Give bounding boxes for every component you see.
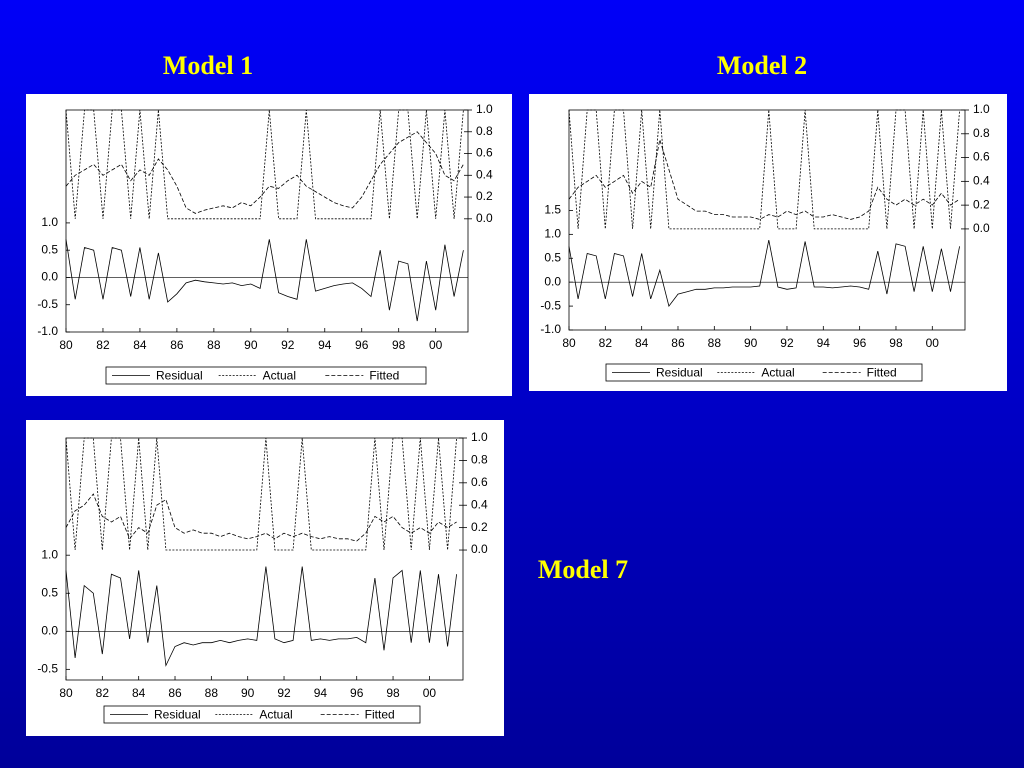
y-tick-label: 0.0 <box>41 270 58 284</box>
x-tick-label: 00 <box>429 338 443 352</box>
y-tick-label: 1.0 <box>41 547 58 561</box>
y2-tick-label: 0.6 <box>471 475 488 489</box>
series-line <box>65 566 457 667</box>
legend-label: Fitted <box>369 369 399 383</box>
legend-label: Fitted <box>867 366 897 380</box>
y-tick-label: -0.5 <box>37 662 58 676</box>
x-tick-label: 00 <box>926 336 940 350</box>
x-tick-label: 96 <box>853 336 867 350</box>
series-line <box>568 109 960 230</box>
y-tick-label: 0.0 <box>544 274 561 288</box>
x-tick-label: 86 <box>671 336 685 350</box>
legend-label: Actual <box>259 708 292 722</box>
legend-label: Residual <box>656 366 703 380</box>
x-tick-label: 82 <box>96 338 110 352</box>
legend-label: Actual <box>263 369 296 383</box>
x-tick-label: 92 <box>780 336 794 350</box>
y2-tick-label: 0.0 <box>476 211 493 225</box>
x-tick-label: 84 <box>132 686 146 700</box>
y2-tick-label: 0.0 <box>973 221 990 235</box>
x-tick-label: 88 <box>207 338 221 352</box>
series-line <box>568 139 960 220</box>
x-tick-label: 92 <box>277 686 291 700</box>
x-tick-label: 96 <box>355 338 369 352</box>
x-tick-label: 80 <box>59 338 73 352</box>
series-line <box>65 109 464 220</box>
x-tick-label: 98 <box>889 336 903 350</box>
x-tick-label: 80 <box>59 686 73 700</box>
y-tick-label: -0.5 <box>37 297 58 311</box>
y2-tick-label: 0.4 <box>471 497 488 511</box>
x-tick-label: 90 <box>241 686 255 700</box>
chart-title: Model 2 <box>717 51 807 80</box>
y-tick-label: 0.5 <box>41 585 58 599</box>
y2-tick-label: 0.8 <box>973 126 990 140</box>
chart-title: Model 7 <box>538 555 628 584</box>
legend-box <box>605 363 923 382</box>
y-tick-label: -1.0 <box>540 322 561 336</box>
legend-label: Actual <box>761 366 794 380</box>
plot-frame <box>568 109 966 331</box>
legend-label: Fitted <box>365 708 395 722</box>
legend-box <box>105 366 427 385</box>
y2-tick-label: 0.8 <box>476 124 493 138</box>
y-tick-label: 1.0 <box>544 227 561 241</box>
y2-tick-label: 0.2 <box>471 520 488 534</box>
x-tick-label: 80 <box>562 336 576 350</box>
x-tick-label: 88 <box>708 336 722 350</box>
x-tick-label: 84 <box>133 338 147 352</box>
series-line <box>568 240 960 308</box>
y2-tick-label: 0.8 <box>471 453 488 467</box>
y-tick-label: 0.0 <box>41 623 58 637</box>
legend-box <box>103 705 421 724</box>
y2-tick-label: 1.0 <box>973 102 990 116</box>
chart-title: Model 1 <box>163 51 253 80</box>
legend-label: Residual <box>156 369 203 383</box>
x-tick-label: 98 <box>386 686 400 700</box>
x-tick-label: 86 <box>170 338 184 352</box>
y-tick-label: 0.5 <box>41 242 58 256</box>
y2-tick-label: 0.6 <box>476 146 493 160</box>
x-tick-label: 86 <box>168 686 182 700</box>
plot-frame <box>65 109 469 333</box>
y-tick-label: 1.5 <box>544 203 561 217</box>
y2-tick-label: 0.4 <box>476 167 493 181</box>
x-tick-label: 88 <box>205 686 219 700</box>
x-tick-label: 82 <box>599 336 613 350</box>
y2-tick-label: 0.6 <box>973 150 990 164</box>
x-tick-label: 90 <box>244 338 258 352</box>
y2-tick-label: 1.0 <box>471 430 488 444</box>
x-tick-label: 98 <box>392 338 406 352</box>
y2-tick-label: 0.2 <box>973 197 990 211</box>
x-tick-label: 82 <box>96 686 110 700</box>
chart-panel <box>26 94 512 396</box>
y-tick-label: 1.0 <box>41 215 58 229</box>
x-tick-label: 84 <box>635 336 649 350</box>
y2-tick-label: 0.0 <box>471 542 488 556</box>
x-tick-label: 90 <box>744 336 758 350</box>
y2-tick-label: 1.0 <box>476 102 493 116</box>
x-tick-label: 94 <box>318 338 332 352</box>
legend-label: Residual <box>154 708 201 722</box>
x-tick-label: 96 <box>350 686 364 700</box>
y-tick-label: -0.5 <box>540 298 561 312</box>
series-line <box>65 493 457 542</box>
x-tick-label: 00 <box>423 686 437 700</box>
x-tick-label: 94 <box>817 336 831 350</box>
y2-tick-label: 0.4 <box>973 174 990 188</box>
series-line <box>65 239 464 322</box>
series-line <box>65 131 464 214</box>
x-tick-label: 94 <box>314 686 328 700</box>
x-tick-label: 92 <box>281 338 295 352</box>
chart-panel <box>26 420 504 736</box>
plot-frame <box>65 437 464 681</box>
y-tick-label: 0.5 <box>544 250 561 264</box>
y2-tick-label: 0.2 <box>476 189 493 203</box>
y-tick-label: -1.0 <box>37 324 58 338</box>
series-line <box>65 437 457 551</box>
